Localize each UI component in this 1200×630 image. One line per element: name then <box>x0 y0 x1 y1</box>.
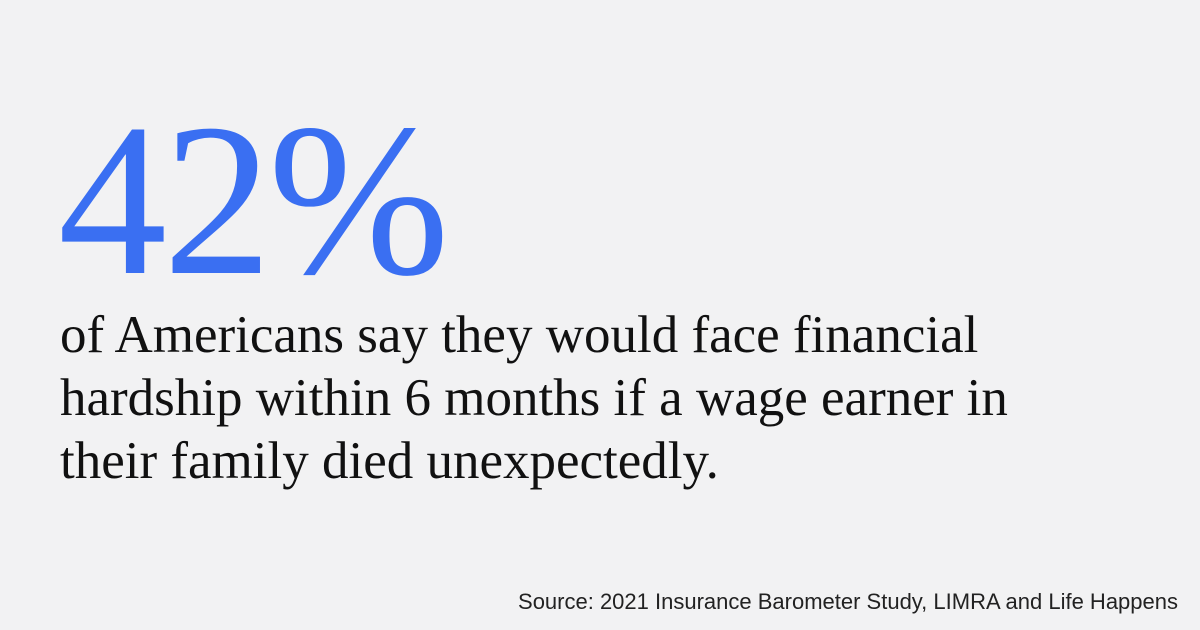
source-citation: Source: 2021 Insurance Barometer Study, … <box>518 589 1178 614</box>
statement-line: their family died unexpectedly. <box>60 432 719 490</box>
statement-line: hardship within 6 months if a wage earne… <box>60 369 1008 427</box>
headline-statistic: 42% <box>58 80 450 321</box>
statement-line: of Americans say they would face financi… <box>60 306 979 364</box>
statement-text: of Americans say they would face financi… <box>60 304 1140 493</box>
